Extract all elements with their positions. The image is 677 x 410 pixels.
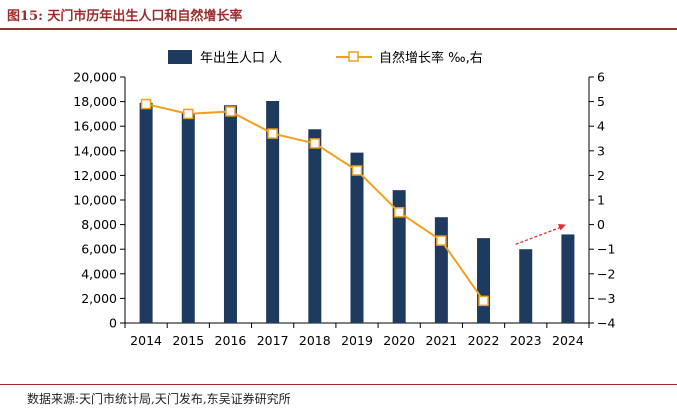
growth-rate-point-2017 xyxy=(267,128,278,139)
y-left-tick-label: 10,000 xyxy=(73,193,117,208)
bar-2020 xyxy=(392,190,406,323)
bar-2016 xyxy=(223,105,237,323)
bar-2022 xyxy=(477,238,491,323)
y-right-tick-label: 4 xyxy=(597,119,605,134)
title-rule xyxy=(0,28,677,30)
growth-rate-point-2019 xyxy=(351,165,363,176)
growth-rate-point-2014 xyxy=(140,98,152,110)
growth-rate-point-2021 xyxy=(436,235,447,246)
figure-title: 图15: 天门市历年出生人口和自然增长率 xyxy=(7,9,243,24)
legend-bar-label: 年出生人口 人 xyxy=(200,51,282,66)
growth-rate-point-2018 xyxy=(309,138,321,149)
growth-rate-point-2020 xyxy=(393,207,405,218)
y-right-tick-label: 0 xyxy=(597,217,605,232)
legend-bar-swatch xyxy=(168,50,192,64)
y-right-tick-label: 6 xyxy=(597,70,605,85)
bar-2015 xyxy=(181,112,195,323)
x-tick-label: 2021 xyxy=(425,333,457,348)
y-left-tick-label: 20,000 xyxy=(73,70,117,85)
x-tick-label: 2020 xyxy=(383,333,415,348)
x-tick-label: 2018 xyxy=(299,333,331,348)
x-tick-label: 2015 xyxy=(172,333,204,348)
annotation-arrow-line xyxy=(515,226,561,245)
y-right-tick-label: −4 xyxy=(597,316,615,331)
legend-line-marker xyxy=(348,51,359,62)
y-left-tick-label: 8,000 xyxy=(81,217,117,232)
x-tick-label: 2014 xyxy=(130,333,162,348)
growth-rate-point-2022 xyxy=(478,295,489,307)
x-tick-label: 2016 xyxy=(215,333,247,348)
y-right-tick-label: 3 xyxy=(597,143,605,158)
y-right-tick-label: −1 xyxy=(597,242,615,257)
y-left-tick-label: 16,000 xyxy=(73,119,117,134)
x-tick-label: 2017 xyxy=(257,333,289,348)
growth-rate-point-2015 xyxy=(183,108,194,120)
legend: 年出生人口 人 自然增长率 ‰,右 xyxy=(168,50,483,66)
y-left-tick-label: 14,000 xyxy=(73,143,117,158)
bar-2023 xyxy=(519,249,533,323)
x-tick-label: 2019 xyxy=(341,333,373,348)
source-rule xyxy=(0,384,677,385)
y-left-tick-label: 2,000 xyxy=(81,291,117,306)
plot-area: 0 2,000 4,000 6,000 8,000 10,000 12,000 14,000 1… xyxy=(73,70,615,349)
bar-2014 xyxy=(139,102,153,323)
source-note: 数据来源:天门市统计局,天门发布,东吴证券研究所 xyxy=(27,392,291,406)
x-tick-label: 2024 xyxy=(552,333,584,348)
x-tick-label: 2022 xyxy=(468,333,500,348)
bar-2017 xyxy=(266,100,280,323)
bar-2021 xyxy=(434,217,448,323)
y-right-tick-label: 1 xyxy=(597,193,605,208)
growth-rate-point-2016 xyxy=(225,106,236,117)
y-right-tick-label: −2 xyxy=(597,266,615,281)
annotation-arrow-head xyxy=(557,223,566,231)
bar-2018 xyxy=(308,129,322,323)
y-left-tick-label: 4,000 xyxy=(81,266,117,281)
y-left-tick-label: 12,000 xyxy=(73,168,117,183)
legend-line-label: 自然增长率 ‰,右 xyxy=(379,50,483,66)
x-tick-label: 2023 xyxy=(510,333,542,348)
y-left-tick-label: 6,000 xyxy=(81,242,117,257)
y-left-tick-label: 18,000 xyxy=(73,94,117,109)
y-left-tick-label: 0 xyxy=(109,316,117,331)
y-right-tick-label: 5 xyxy=(597,94,605,109)
bar-2024 xyxy=(561,234,575,323)
bar-2019 xyxy=(350,152,364,323)
y-right-tick-label: −3 xyxy=(597,291,615,306)
y-right-tick-label: 2 xyxy=(597,168,605,183)
